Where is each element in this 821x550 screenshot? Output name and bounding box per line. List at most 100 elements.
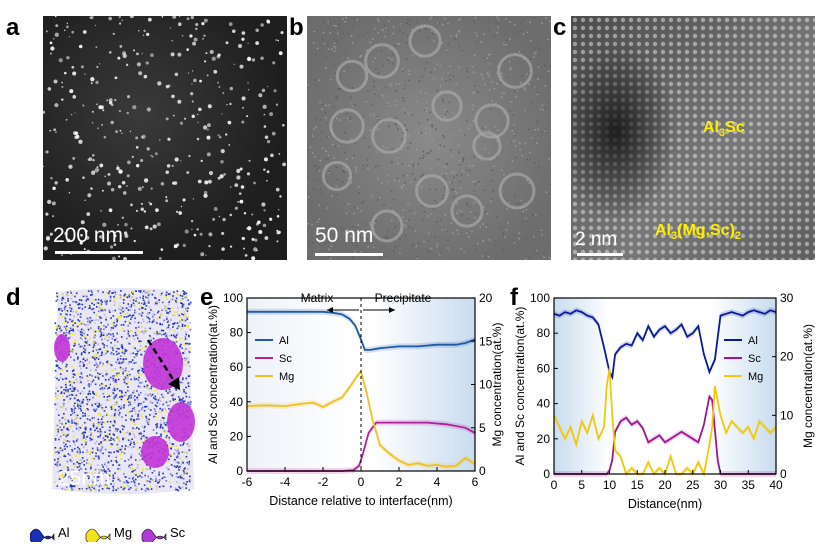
- atom: [170, 294, 172, 297]
- atom: [124, 445, 127, 447]
- atom: [165, 294, 168, 296]
- atom: [97, 468, 100, 471]
- atom: [88, 398, 91, 401]
- noise-speck: [312, 42, 315, 44]
- noise-speck: [346, 202, 348, 205]
- atom: [63, 476, 65, 479]
- particle-dot: [71, 30, 75, 34]
- atom: [95, 306, 98, 308]
- noise-speck: [431, 125, 434, 128]
- atom: [61, 423, 63, 425]
- atom: [91, 438, 94, 441]
- atom: [80, 371, 83, 374]
- particle-dot: [132, 105, 137, 110]
- atom: [171, 474, 174, 477]
- noise-speck: [350, 138, 352, 140]
- atom: [120, 394, 123, 396]
- atom: [56, 461, 59, 464]
- noise-speck: [376, 115, 379, 118]
- atom: [135, 349, 138, 352]
- noise-speck: [330, 78, 332, 81]
- atom: [82, 412, 84, 414]
- atom: [143, 301, 146, 303]
- atom: [65, 473, 67, 476]
- atom: [54, 439, 57, 441]
- atom: [107, 429, 110, 432]
- noise-speck: [310, 201, 313, 204]
- atom: [70, 414, 72, 416]
- particle-dot: [84, 73, 86, 75]
- noise-speck: [352, 235, 354, 237]
- atom: [93, 393, 96, 395]
- atom: [111, 347, 114, 349]
- atom: [120, 398, 123, 401]
- atom: [137, 374, 140, 377]
- atom: [55, 332, 57, 334]
- noise-speck: [386, 147, 388, 150]
- atom: [167, 392, 169, 394]
- atom: [116, 450, 118, 452]
- atom: [174, 314, 176, 317]
- particle-dot: [92, 170, 95, 173]
- atom: [131, 359, 134, 361]
- particle-dot: [61, 85, 64, 88]
- particle-dot: [101, 189, 104, 192]
- particle-dot: [165, 196, 168, 199]
- particle-dot: [49, 52, 52, 55]
- atom: [106, 300, 108, 302]
- atom: [177, 306, 179, 309]
- atom: [145, 296, 147, 299]
- atom: [66, 313, 69, 316]
- atom: [174, 311, 176, 314]
- particle-dot: [98, 63, 101, 65]
- atom: [148, 300, 151, 303]
- atom: [88, 351, 90, 354]
- atom: [177, 325, 180, 327]
- atom: [156, 425, 159, 428]
- noise-speck: [528, 83, 530, 86]
- atom: [147, 316, 150, 319]
- atom: [74, 402, 76, 405]
- particle-dot: [276, 214, 280, 218]
- particle-dot: [169, 27, 171, 29]
- atom: [105, 465, 108, 468]
- particle-dot: [246, 115, 249, 118]
- particle-dot: [213, 207, 218, 211]
- noise-speck: [369, 129, 371, 131]
- atom: [121, 391, 123, 394]
- noise-speck: [413, 165, 415, 168]
- particle-dot: [175, 210, 179, 214]
- atom: [70, 485, 73, 488]
- micrograph-a: 200 nm: [43, 16, 287, 260]
- noise-speck: [541, 233, 543, 236]
- atom: [54, 437, 57, 440]
- atom: [186, 310, 189, 312]
- noise-speck: [510, 67, 512, 69]
- particle-dot: [165, 199, 169, 203]
- y2-tick-label: 0: [780, 467, 787, 481]
- atom: [132, 335, 135, 337]
- atom: [170, 334, 173, 337]
- particle-dot: [121, 180, 126, 185]
- atom: [122, 323, 125, 326]
- atom: [90, 402, 93, 405]
- atom: [70, 425, 73, 428]
- noise-speck: [487, 21, 490, 23]
- atom: [59, 326, 62, 328]
- atom: [70, 310, 72, 312]
- atom: [167, 404, 169, 407]
- atom: [183, 390, 185, 393]
- atom: [115, 381, 118, 384]
- atom: [149, 414, 151, 416]
- noise-speck: [454, 172, 457, 175]
- atom: [72, 411, 74, 414]
- atom: [87, 376, 89, 378]
- noise-speck: [344, 152, 346, 154]
- atom: [112, 424, 114, 427]
- atom: [107, 414, 109, 416]
- atom: [172, 314, 174, 316]
- atom: [133, 406, 136, 409]
- atom: [68, 380, 71, 383]
- noise-speck: [481, 255, 484, 257]
